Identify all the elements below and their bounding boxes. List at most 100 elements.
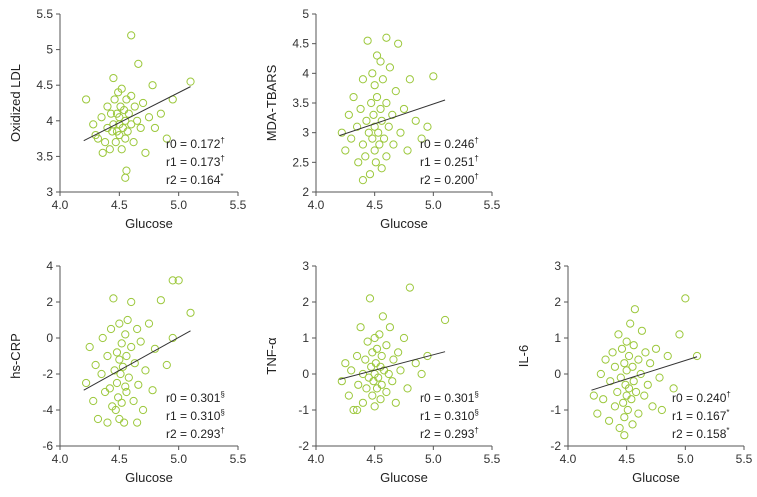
data-point [100, 387, 110, 397]
data-point [111, 138, 120, 147]
correlation-stat: r0 = 0.240† [672, 390, 731, 405]
y-tick-label: 3.5 [36, 149, 53, 163]
data-point [97, 369, 106, 379]
data-point [127, 297, 136, 307]
data-point [411, 116, 420, 125]
data-point [627, 395, 636, 404]
data-point [417, 369, 426, 379]
x-axis-label: Glucose [125, 470, 173, 485]
data-point [337, 128, 346, 137]
data-point [377, 380, 386, 389]
correlation-stat: r1 = 0.310§ [420, 408, 479, 423]
data-point [640, 391, 649, 400]
data-point [162, 134, 171, 143]
data-point [134, 380, 143, 389]
data-point [117, 398, 126, 407]
data-point [352, 351, 362, 361]
data-point [589, 391, 598, 400]
data-point [601, 355, 610, 364]
data-point [91, 360, 100, 370]
regression-line [339, 351, 446, 380]
data-point [399, 333, 409, 343]
data-point [124, 373, 133, 382]
data-point [112, 348, 122, 357]
data-point [105, 384, 114, 393]
data-point [617, 344, 627, 353]
x-tick-label: 4.0 [308, 452, 325, 466]
x-tick-label: 4.0 [52, 452, 69, 466]
data-point [356, 323, 365, 332]
data-point [628, 362, 637, 371]
data-point [370, 333, 379, 343]
data-point [186, 77, 195, 86]
data-point [614, 330, 623, 339]
data-point [391, 398, 400, 407]
data-point [626, 319, 635, 328]
data-point [628, 420, 637, 429]
scatter-panel-1: 3 3.5 4 4.5 5 5.5 4.0 4.5 5.0 5.5 Glucose Oxidized … [8, 7, 247, 231]
data-point [376, 57, 385, 66]
data-point [389, 140, 398, 149]
data-point [85, 342, 94, 352]
data-point [111, 405, 120, 415]
data-point [370, 81, 379, 90]
data-point [372, 344, 382, 353]
y-tick-label: 1 [554, 331, 561, 345]
data-point [115, 355, 124, 364]
y-tick-label: 5 [46, 43, 53, 57]
data-point [134, 59, 143, 68]
data-point [127, 31, 136, 40]
data-point [613, 387, 622, 397]
y-tick-label: 2.5 [292, 155, 309, 169]
data-point [389, 355, 398, 364]
data-point [114, 393, 123, 402]
x-tick-label: 4.5 [366, 198, 383, 212]
data-point [127, 342, 136, 352]
significance-mark: † [474, 154, 478, 163]
correlation-stat: r2 = 0.164* [166, 172, 224, 187]
scatter-panel-5: -2 -1 0 1 2 3 4.0 4.5 5.0 5.5 Glucose IL-6 r0 = 0.24… [516, 259, 753, 485]
x-tick-label: 5.0 [170, 198, 187, 212]
data-point [374, 373, 383, 382]
correlation-stat: r1 = 0.310§ [166, 408, 225, 423]
data-point [98, 333, 107, 343]
data-point [663, 351, 672, 361]
data-point [82, 378, 91, 388]
data-point [89, 396, 98, 406]
data-point [115, 130, 124, 140]
correlation-stat: r0 = 0.172† [166, 136, 225, 151]
data-point [115, 113, 124, 122]
data-point [341, 146, 350, 155]
y-tick-label: 1 [302, 331, 309, 345]
data-point [604, 416, 614, 425]
y-tick-label: -2 [42, 367, 53, 381]
data-point [369, 110, 378, 119]
data-point [610, 402, 620, 411]
y-tick-label: -6 [42, 439, 53, 453]
y-tick-label: 5.5 [36, 7, 53, 21]
data-point [168, 276, 177, 285]
data-point [127, 120, 136, 129]
data-point [643, 380, 652, 389]
data-point [344, 391, 353, 400]
data-point [133, 324, 142, 334]
x-axis-label: Glucose [380, 470, 428, 485]
data-point [93, 414, 103, 424]
data-point [622, 391, 631, 400]
data-point [174, 276, 183, 285]
data-point [341, 359, 350, 368]
x-tick-label: 5.5 [736, 452, 753, 466]
data-point [375, 140, 384, 149]
data-point [138, 98, 148, 108]
data-point [121, 116, 130, 125]
scatter-panel-2: 2 2.5 3 3.5 4 4.5 5 4.0 4.5 5.0 5.5 Glucose MDA-TBAR… [264, 7, 501, 231]
regression-line [83, 86, 191, 142]
y-tick-label: 2 [554, 295, 561, 309]
data-point [375, 330, 384, 339]
data-point [620, 413, 629, 422]
x-tick-label: 5.0 [425, 198, 442, 212]
y-axis-label: Oxidized LDL [8, 64, 23, 142]
data-point [377, 164, 386, 173]
data-point [358, 398, 368, 407]
data-point [440, 315, 450, 325]
